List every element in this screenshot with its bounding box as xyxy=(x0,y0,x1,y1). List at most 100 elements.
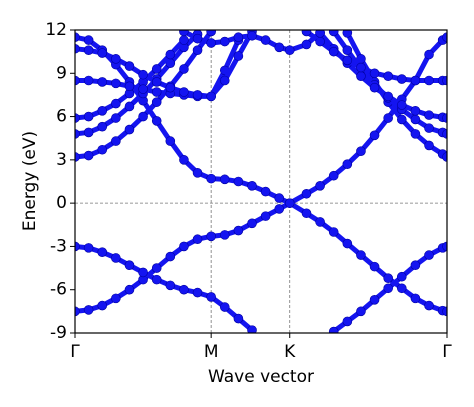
band-point xyxy=(284,198,295,208)
band-point xyxy=(328,170,339,181)
band-point xyxy=(274,193,285,203)
band-point xyxy=(424,140,434,151)
band-point xyxy=(356,306,366,317)
band-point xyxy=(138,267,148,278)
band-point xyxy=(75,43,80,54)
band-point xyxy=(206,231,216,242)
band-point xyxy=(179,284,189,295)
band-point xyxy=(151,274,162,285)
band-point xyxy=(274,204,285,214)
band-point xyxy=(151,97,162,107)
band-point xyxy=(410,260,421,270)
band-point xyxy=(424,250,434,260)
band-point xyxy=(442,152,447,162)
y-tick-label: 0 xyxy=(56,193,67,213)
band-point xyxy=(97,106,108,116)
band-point xyxy=(369,130,380,141)
band-point xyxy=(396,271,407,282)
band-point xyxy=(192,287,203,298)
band-point xyxy=(396,74,407,84)
band-point xyxy=(301,30,312,37)
band-point xyxy=(369,68,380,79)
band-point xyxy=(97,247,108,257)
x-tick-label: Γ xyxy=(442,342,452,362)
band-point xyxy=(111,78,121,89)
band-point xyxy=(219,36,230,47)
band-point xyxy=(247,181,257,191)
band-point xyxy=(165,49,176,60)
band-point xyxy=(75,306,80,317)
band-point xyxy=(260,211,271,221)
band-point xyxy=(97,144,108,155)
band-point xyxy=(410,114,421,125)
band-point xyxy=(219,302,230,312)
band-point xyxy=(192,90,203,100)
band-point xyxy=(151,77,162,87)
band-point xyxy=(75,32,80,43)
band-point xyxy=(83,305,94,315)
band-point xyxy=(192,33,203,44)
band-point xyxy=(206,173,216,184)
band-point xyxy=(151,87,162,97)
x-tick-label: M xyxy=(204,342,219,362)
band-point xyxy=(75,129,80,139)
y-tick-label: -9 xyxy=(50,323,67,343)
band-point xyxy=(75,152,80,162)
band-point xyxy=(97,48,108,58)
y-axis-label: Energy (eV) xyxy=(20,131,40,231)
band-point xyxy=(260,186,271,197)
band-point xyxy=(138,111,148,122)
band-point xyxy=(274,42,285,53)
band-point xyxy=(75,241,80,252)
band-point xyxy=(383,91,393,102)
band-point xyxy=(192,234,203,245)
y-tick-label: 12 xyxy=(45,20,67,40)
band-point xyxy=(342,55,353,66)
band-point xyxy=(356,62,366,73)
band-point xyxy=(356,71,366,81)
band-point xyxy=(410,129,421,139)
band-point xyxy=(179,155,189,165)
band-point xyxy=(111,98,121,109)
band-point xyxy=(442,241,447,252)
band-point xyxy=(111,113,121,123)
band-point xyxy=(342,159,353,169)
band-point xyxy=(97,300,108,311)
band-point xyxy=(342,238,353,249)
band-point xyxy=(369,261,380,272)
band-point xyxy=(75,75,80,86)
band-point xyxy=(233,225,244,236)
band-point xyxy=(97,121,108,132)
band-point xyxy=(83,127,94,138)
band-point xyxy=(284,45,295,56)
band-point xyxy=(151,64,162,74)
band-point xyxy=(206,30,216,37)
band-point xyxy=(410,106,421,116)
x-axis-label: Wave vector xyxy=(208,367,314,387)
band-point xyxy=(138,69,148,80)
band-point xyxy=(165,136,176,146)
band-point xyxy=(247,218,257,229)
band-point xyxy=(165,251,176,262)
band-point xyxy=(301,188,312,199)
band-point xyxy=(124,124,135,135)
band-point xyxy=(151,116,162,126)
band-point xyxy=(233,313,244,324)
band-point xyxy=(410,293,421,304)
band-point xyxy=(424,75,434,86)
band-point xyxy=(124,284,135,295)
band-point xyxy=(83,243,94,253)
band-point xyxy=(206,38,216,48)
band-point xyxy=(383,283,393,294)
band-point xyxy=(83,75,94,86)
x-tick-label: K xyxy=(284,342,296,362)
band-point xyxy=(342,45,353,56)
y-tick-label: 6 xyxy=(56,107,67,127)
band-point xyxy=(383,273,393,283)
band-point xyxy=(424,49,434,60)
band-point xyxy=(83,111,94,122)
band-point xyxy=(179,64,189,74)
band-point xyxy=(151,263,162,273)
band-point xyxy=(206,91,216,102)
